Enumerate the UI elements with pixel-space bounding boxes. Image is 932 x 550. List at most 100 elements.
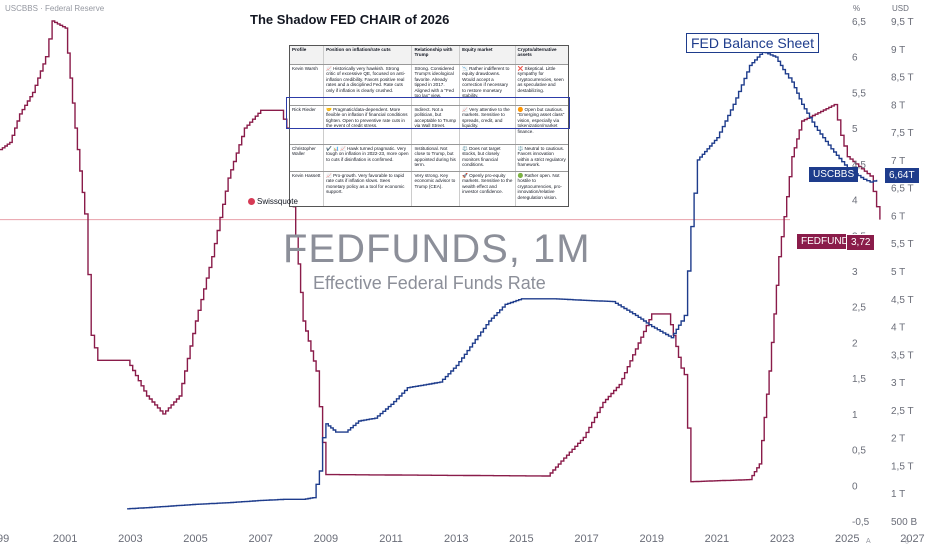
x-tick-label: 2017 [574, 533, 598, 545]
right-tick-label: 2,5 T [891, 406, 914, 417]
right-tick-label: 9 T [891, 45, 905, 56]
left-tick-label: 6 [852, 53, 858, 64]
fed-chair-table: Profile Position on inflation/rate cuts … [289, 45, 569, 207]
right-tick-label: 8,5 T [891, 73, 914, 84]
x-tick-label: 999 [0, 533, 9, 545]
swissquote-icon [248, 198, 255, 205]
right-tick-label: 4 T [891, 323, 905, 334]
table-cell: 📈 Very attentive to the markets. Sensiti… [459, 106, 514, 144]
x-tick-label: 2021 [705, 533, 729, 545]
table-header-cell: Relationship with Trump [411, 46, 460, 64]
right-tick-label: 2 T [891, 434, 905, 445]
x-tick-label: 2007 [248, 533, 272, 545]
right-tick-label: 8 T [891, 100, 905, 111]
right-tick-label: 1,5 T [891, 461, 914, 472]
left-tick-label: 6,5 [852, 17, 866, 28]
right-tick-label: 3,5 T [891, 350, 914, 361]
table-cell: ❌ Skeptical. Little sympathy for cryptoc… [514, 65, 568, 105]
uscbbs-series-line [127, 50, 878, 510]
left-tick-label: -0,5 [852, 517, 870, 528]
uscbbs-name-label: USCBBS [809, 167, 859, 182]
left-tick-label: 0,5 [852, 446, 866, 457]
table-cell: 🟢 Rather open. Not hostile to cryptocurr… [514, 172, 568, 206]
fed-balance-sheet-annotation: FED Balance Sheet [686, 33, 819, 53]
table-row: Kevin Warsh 📈 Historically very hawkish.… [290, 64, 568, 105]
right-tick-label: 3 T [891, 378, 905, 389]
watermark-title: FEDFUNDS, 1M [283, 227, 591, 271]
table-cell: 🚀 Openly pro-equity markets. Sensitive t… [459, 172, 514, 206]
x-tick-label: 2027 [900, 533, 924, 545]
table-cell: ⚖️ Neutral to cautious. Favors innovatio… [514, 145, 568, 171]
x-tick-label: 2009 [314, 533, 338, 545]
left-tick-label: 4,5 [852, 160, 866, 171]
swissquote-logo: Swissquote [248, 197, 298, 206]
table-header-cell: Profile [290, 46, 324, 64]
x-tick-label: 2023 [770, 533, 794, 545]
symbol-label: USCBBS · Federal Reserve [5, 4, 105, 13]
table-cell: 🤝 Pragmatic/data-dependent. More flexibl… [323, 106, 411, 144]
left-tick-label: 2,5 [852, 303, 866, 314]
x-tick-label: 2011 [379, 533, 403, 545]
table-header-cell: Crypto/alternative assets [514, 46, 568, 64]
x-tick-label: 2001 [53, 533, 77, 545]
table-cell: 📈 Pro-growth. Very favorable to rapid ra… [323, 172, 411, 206]
right-tick-label: 7 T [891, 156, 905, 167]
swissquote-text: Swissquote [257, 197, 298, 206]
corner-left-mark: A [866, 538, 871, 545]
left-tick-label: 1 [852, 410, 858, 421]
left-tick-label: 4 [852, 196, 858, 207]
table-cell: 🟠 Open but cautious. "Emerging asset cla… [514, 106, 568, 144]
right-axis: 500 B 1 T 1,5 T 2 T 2,5 T 3 T 3,5 T 4 T 4,5 T 5 T… [891, 17, 917, 528]
table-cell: ⚖️ Does not target stocks, but closely m… [459, 145, 514, 171]
right-tick-label: 5 T [891, 267, 905, 278]
uscbbs-value-label: 6,64T [884, 167, 920, 184]
table-cell: Indirect. Not a politician, but acceptab… [411, 106, 459, 144]
fedfunds-name-label: FEDFUNDS [797, 234, 860, 249]
left-axis-unit: % [853, 4, 861, 13]
table-header-row: Profile Position on inflation/rate cuts … [290, 46, 568, 64]
table-cell: Christopher Waller [292, 146, 316, 157]
table-cell: Kevin Hassett [292, 173, 321, 178]
right-tick-label: 9,5 T [891, 17, 914, 28]
right-axis-unit: USD [892, 4, 909, 13]
right-tick-label: 500 B [891, 517, 917, 528]
left-tick-label: 1,5 [852, 374, 866, 385]
x-tick-label: 2019 [640, 533, 664, 545]
table-row: Christopher Waller ✔️ 📊 📈 Hawk turned pr… [290, 144, 568, 171]
left-tick-label: 3 [852, 267, 858, 278]
left-tick-label: 5,5 [852, 88, 866, 99]
table-row: Kevin Hassett 📈 Pro-growth. Very favorab… [290, 171, 568, 206]
corner-right-mark: § [905, 538, 909, 545]
table-cell: Very strong. Key economic advisor to Tru… [411, 172, 459, 206]
x-tick-label: 2003 [118, 533, 142, 545]
x-tick-label: 2005 [183, 533, 207, 545]
table-header-cell: Equity market [459, 46, 515, 64]
table-header-cell: Position on inflation/rate cuts [323, 46, 412, 64]
left-axis: -0,500,511,522,533,544,555,566,5 [852, 17, 870, 528]
page-title: The Shadow FED CHAIR of 2026 [250, 12, 450, 27]
table-cell: 📉 Rather indifferent to equity drawdowns… [459, 65, 514, 105]
table-cell: ✔️ 📊 📈 Hawk turned pragmatic. Very tough… [323, 145, 411, 171]
right-tick-label: 6,5 T [891, 184, 914, 195]
right-tick-label: 7,5 T [891, 128, 914, 139]
left-tick-label: 2 [852, 338, 858, 349]
right-tick-label: 6 T [891, 211, 905, 222]
fedfunds-value-label: 3,72 [846, 234, 876, 251]
watermark-subtitle: Effective Federal Funds Rate [313, 273, 546, 293]
right-tick-label: 5,5 T [891, 239, 914, 250]
left-tick-label: 5 [852, 124, 858, 135]
right-tick-label: 1 T [891, 489, 905, 500]
table-cell: Strong. Considered Trump's ideological f… [411, 65, 459, 105]
rick-rieder-highlight-box [286, 97, 570, 129]
table-cell: 📈 Historically very hawkish. Strong crit… [323, 65, 411, 105]
x-tick-label: 2013 [444, 533, 468, 545]
x-axis: 999 2001 2003 2005 2007 2009 2011 2013 2015 2017 2… [0, 533, 925, 545]
x-tick-label: 2025 [835, 533, 859, 545]
fedfunds-series-line [0, 20, 881, 483]
x-tick-label: 2015 [509, 533, 533, 545]
right-tick-label: 4,5 T [891, 295, 914, 306]
table-cell: Kevin Warsh [292, 66, 318, 71]
table-cell: Institutional. Not close to Trump, but a… [411, 145, 459, 171]
table-row: Rick Rieder 🤝 Pragmatic/data-dependent. … [290, 105, 568, 144]
